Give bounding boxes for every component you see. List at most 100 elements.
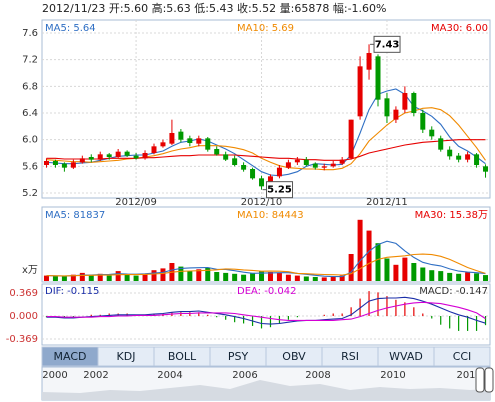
volume-bar <box>357 219 363 281</box>
macd-panel <box>41 283 491 346</box>
x-tick-label: 2012/10 <box>241 197 283 208</box>
candle-body <box>312 163 318 168</box>
volume-bar <box>124 274 130 281</box>
candle-body <box>339 159 345 164</box>
volume-bar <box>133 275 139 281</box>
candle-body <box>330 163 336 167</box>
volume-bar <box>447 272 453 281</box>
tab-label[interactable]: KDJ <box>117 350 136 363</box>
candle-body <box>447 149 453 157</box>
volume-bar <box>375 243 381 281</box>
tab-label[interactable]: PSY <box>228 350 249 363</box>
candle-body <box>411 93 417 113</box>
candle-body <box>384 98 390 117</box>
volume-bar <box>276 272 282 281</box>
navigator-year: 2006 <box>232 370 257 381</box>
candle-body <box>115 151 121 157</box>
tab-label[interactable]: RSI <box>341 350 359 363</box>
candle-body <box>393 109 399 120</box>
navigator-area <box>42 380 490 400</box>
y-tick-label: 5.6 <box>22 161 38 172</box>
volume-bar <box>420 267 426 281</box>
candle-body <box>61 163 67 168</box>
candle-body <box>205 138 211 150</box>
legend-label: MA30: 6.00 <box>431 23 488 34</box>
volume-bar <box>411 263 417 281</box>
macd-line <box>46 301 486 321</box>
candle-body <box>465 154 471 160</box>
volume-bar <box>187 271 193 281</box>
tab-label[interactable]: OBV <box>282 350 306 363</box>
navigator-handle[interactable] <box>475 367 485 393</box>
candle-body <box>106 154 112 157</box>
y-tick-label: -0.369 <box>6 334 38 345</box>
candle-body <box>124 151 130 156</box>
volume-bar <box>214 272 220 281</box>
volume-bar <box>52 276 58 281</box>
volume-bar <box>205 267 211 281</box>
candle-body <box>79 158 85 163</box>
volume-bar <box>330 276 336 281</box>
volume-bar <box>321 277 327 281</box>
volume-bar <box>384 258 390 281</box>
extreme-label: 7.43 <box>375 39 400 50</box>
volume-ma-line <box>46 253 486 277</box>
candle-body <box>474 154 480 165</box>
navigator-handle[interactable] <box>484 367 494 393</box>
macd-line <box>46 296 486 325</box>
candle-body <box>285 162 291 168</box>
tab-label[interactable]: BOLL <box>168 350 197 363</box>
header: 2012/11/23 开:5.60 高:5.63 低:5.43 收:5.52 量… <box>42 1 387 15</box>
candle-body <box>276 167 282 177</box>
candle-body <box>241 165 247 170</box>
price-panel <box>41 19 491 199</box>
y-tick-label: 6.0 <box>22 135 38 146</box>
candle-body <box>402 93 408 110</box>
volume-bar <box>178 266 184 281</box>
volume-bar <box>232 273 238 281</box>
volume-bar <box>61 276 67 281</box>
navigator-year: 2010 <box>380 370 405 381</box>
candle-body <box>142 153 148 159</box>
volume-bar <box>43 275 49 281</box>
candle-body <box>483 166 489 172</box>
ma-line <box>46 139 486 161</box>
volume-bar <box>223 272 229 281</box>
candle-body <box>43 161 49 165</box>
candle-body <box>303 159 309 165</box>
candle-body <box>187 138 193 143</box>
y-tick-label: 7.2 <box>22 55 38 66</box>
legend-label: MA10: 84443 <box>237 210 304 221</box>
legend-label: MA5: 81837 <box>45 210 105 221</box>
volume-bar <box>97 273 103 281</box>
volume-bar <box>438 271 444 281</box>
volume-bar <box>160 268 166 281</box>
tab-label[interactable]: MACD <box>54 350 87 363</box>
volume-bar <box>456 273 462 281</box>
volume-bar <box>259 271 265 281</box>
candle-body <box>321 166 327 168</box>
y-tick-label: 5.2 <box>22 188 38 199</box>
tab[interactable] <box>433 346 491 367</box>
candle-body <box>375 56 381 100</box>
extreme-label: 5.25 <box>267 185 292 196</box>
tab-label[interactable]: CCI <box>453 350 472 363</box>
volume-bar <box>151 270 157 281</box>
candle-body <box>456 155 462 160</box>
candle-body <box>70 162 76 168</box>
navigator-year: 2000 <box>42 370 67 381</box>
volume-panel <box>41 206 491 283</box>
volume-bar <box>465 272 471 281</box>
legend-label: MA10: 5.69 <box>237 23 294 34</box>
navigator-year: 2002 <box>83 370 108 381</box>
legend-label: DEA: -0.042 <box>237 286 296 297</box>
volume-bar <box>339 275 345 281</box>
candle-body <box>223 154 229 160</box>
tab-label[interactable]: WVAD <box>389 350 423 363</box>
candle-body <box>196 138 202 144</box>
y-tick-label: 7.6 <box>22 28 38 39</box>
legend-label: MACD: -0.147 <box>419 286 488 297</box>
volume-bar <box>88 275 94 281</box>
